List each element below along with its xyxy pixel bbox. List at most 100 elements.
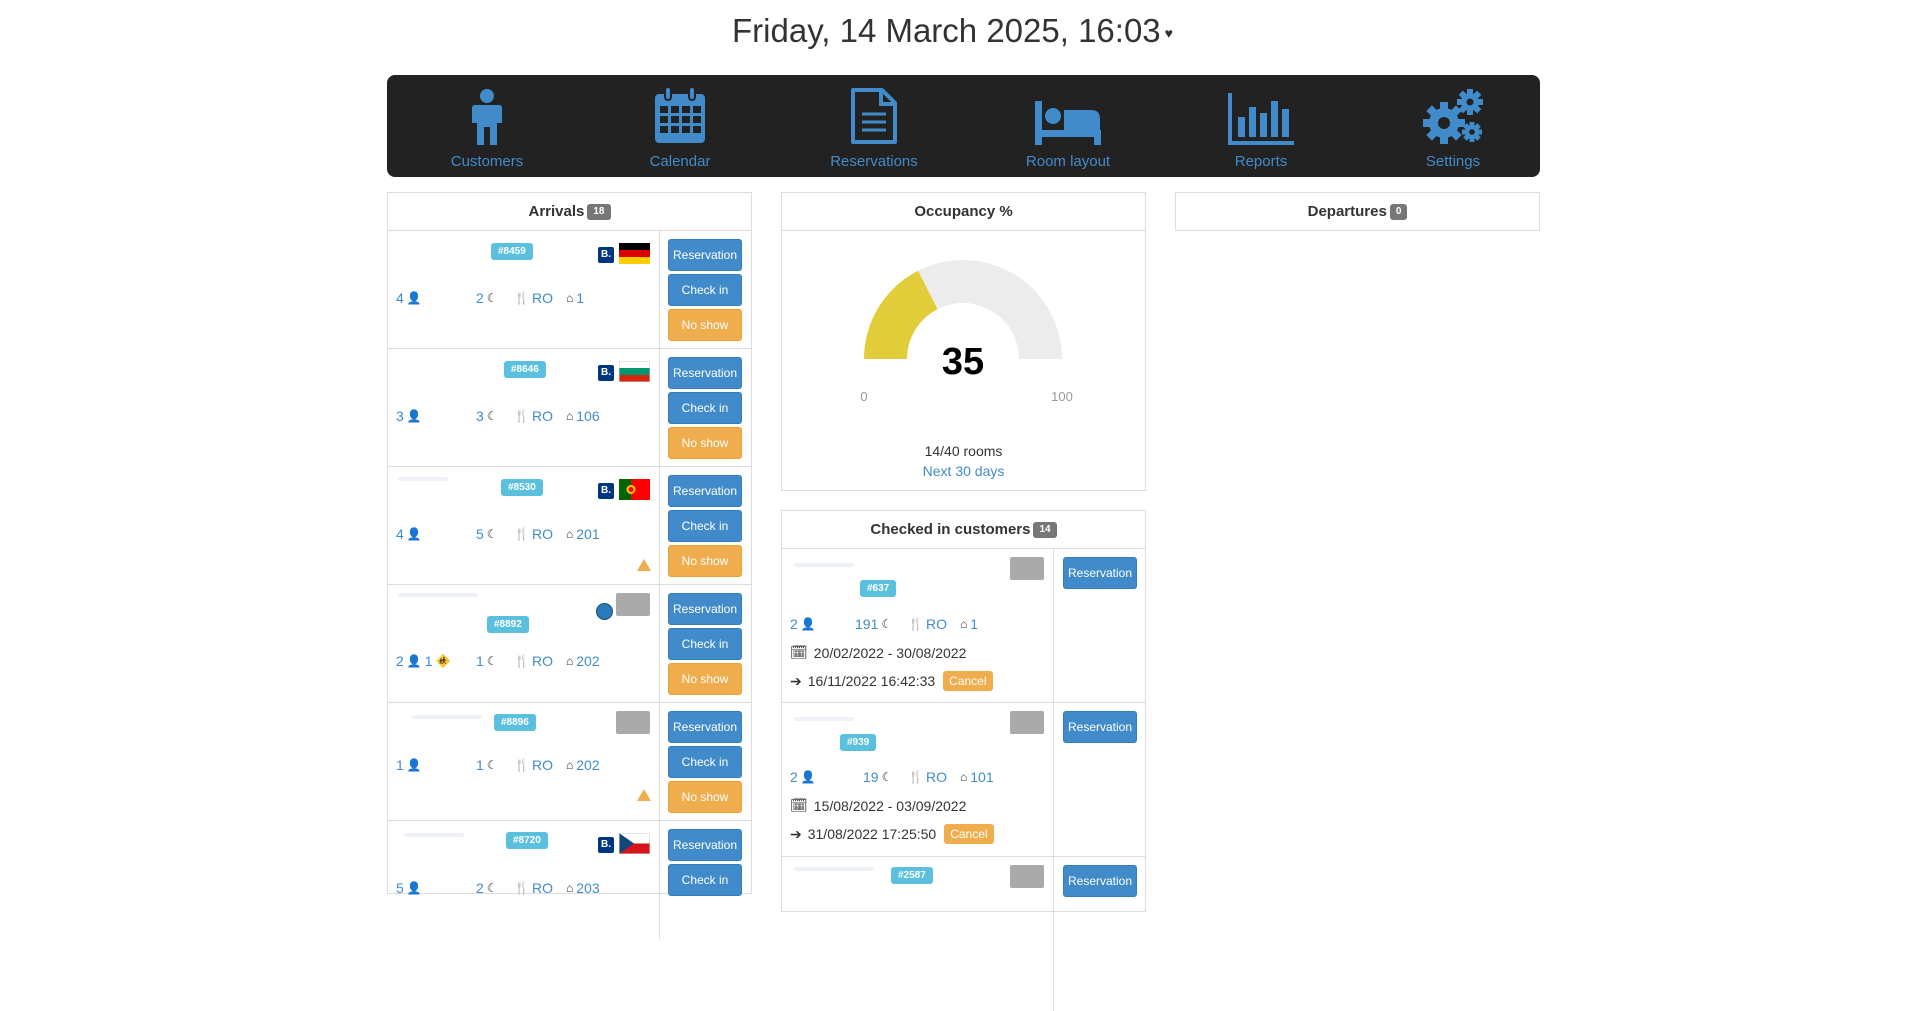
checked-in-row: #2587 Reservation	[782, 856, 1145, 1011]
reservation-id-badge[interactable]: #939	[840, 734, 877, 751]
reservation-id-badge[interactable]: #637	[860, 580, 897, 597]
nav-reports[interactable]: Reports	[1181, 83, 1341, 170]
check-in-button[interactable]: Check in	[668, 510, 742, 542]
nav-room-layout[interactable]: Room layout	[988, 83, 1148, 170]
guest-count: 5 👤	[396, 880, 422, 896]
room-number: ⌂ 106	[566, 408, 600, 424]
person-icon	[407, 83, 567, 145]
reservation-id-badge[interactable]: #8646	[504, 361, 546, 378]
room-number: ⌂ 202	[566, 757, 600, 773]
room-value: 202	[576, 653, 600, 669]
person-icon: 👤	[406, 527, 422, 541]
check-in-button[interactable]: Check in	[668, 746, 742, 778]
nights-value: 191	[855, 616, 879, 632]
arrival-row: #8530 B. 4 👤 5 ☾ 🍴 RO ⌂ 201 Reservation Chec…	[388, 466, 751, 585]
germany-flag-icon	[619, 243, 650, 264]
document-icon	[794, 83, 954, 145]
home-icon: ⌂	[566, 758, 574, 772]
no-show-button[interactable]: No show	[668, 545, 742, 577]
no-show-button[interactable]: No show	[668, 781, 742, 813]
cutlery-icon: 🍴	[514, 291, 529, 305]
flag-placeholder	[1010, 711, 1044, 734]
reservation-id-badge[interactable]: #2587	[891, 867, 933, 884]
nights-count: 2 ☾	[476, 290, 498, 306]
reservation-button[interactable]: Reservation	[668, 475, 742, 507]
nav-reservations[interactable]: Reservations	[794, 83, 954, 170]
guest-count: 2 👤 1 🚸	[396, 653, 451, 669]
no-show-button[interactable]: No show	[668, 427, 742, 459]
reservation-button[interactable]: Reservation	[1063, 865, 1137, 897]
reservation-button[interactable]: Reservation	[668, 239, 742, 271]
reservation-id-badge[interactable]: #8459	[491, 243, 533, 260]
reservation-button[interactable]: Reservation	[668, 357, 742, 389]
arrival-info: #8892 2 👤 1 🚸 1 ☾ 🍴 RO ⌂ 202	[388, 585, 660, 703]
cancel-checkin-button[interactable]: Cancel	[943, 671, 993, 691]
moon-icon: ☾	[486, 527, 498, 541]
nights-count: 5 ☾	[476, 526, 498, 542]
board-type: 🍴 RO	[514, 880, 553, 896]
flag-placeholder	[1010, 557, 1044, 580]
nights-value: 19	[863, 769, 879, 785]
room-value: 1	[970, 616, 979, 632]
reservation-button[interactable]: Reservation	[668, 829, 742, 861]
board-type: 🍴 RO	[908, 769, 947, 785]
arrivals-header: Arrivals 18	[388, 193, 751, 231]
moon-icon: ☾	[486, 758, 498, 772]
check-in-button[interactable]: Check in	[668, 628, 742, 660]
cancel-checkin-button[interactable]: Cancel	[944, 824, 994, 844]
no-show-button[interactable]: No show	[668, 663, 742, 695]
room-number: ⌂ 101	[960, 769, 994, 785]
departures-title: Departures	[1307, 203, 1387, 220]
reservation-id-badge[interactable]: #8530	[501, 479, 543, 496]
arrival-info: #8646 B. 3 👤 3 ☾ 🍴 RO ⌂ 106	[388, 349, 660, 467]
check-in-button[interactable]: Check in	[668, 274, 742, 306]
person-icon: 👤	[406, 291, 422, 305]
guest-name-blurred	[794, 563, 854, 567]
reservation-button[interactable]: Reservation	[668, 711, 742, 743]
guest-count: 2 👤	[790, 769, 816, 785]
warning-icon[interactable]	[637, 559, 651, 571]
nav-label: Room layout	[1025, 153, 1111, 170]
person-icon: 👤	[406, 881, 422, 895]
reservation-button[interactable]: Reservation	[668, 593, 742, 625]
no-show-button[interactable]: No show	[668, 309, 742, 341]
check-in-button[interactable]: Check in	[668, 864, 742, 896]
check-in-button[interactable]: Check in	[668, 392, 742, 424]
gauge-min-label: 0	[860, 389, 867, 404]
nights-value: 2	[476, 290, 484, 306]
reservation-id-badge[interactable]: #8892	[487, 616, 529, 633]
board-value: RO	[925, 769, 947, 785]
guest-name-blurred	[398, 593, 478, 597]
moon-icon: ☾	[881, 617, 893, 631]
reservation-button[interactable]: Reservation	[1063, 557, 1137, 589]
guest-name-blurred	[404, 833, 464, 837]
moon-icon: ☾	[881, 770, 893, 784]
nights-count: 19 ☾	[863, 769, 892, 785]
cogs-icon	[1373, 83, 1533, 145]
booking-source-icon: B.	[598, 247, 614, 263]
guest-count-value: 2	[396, 653, 404, 669]
reservation-id-badge[interactable]: #8720	[506, 832, 548, 849]
cutlery-icon: 🍴	[514, 654, 529, 668]
gauge-fill	[864, 270, 938, 359]
nav-settings[interactable]: Settings	[1373, 83, 1533, 170]
bar-chart-icon	[1181, 83, 1341, 145]
current-datetime[interactable]: Friday, 14 March 2025, 16:03 ♥	[0, 12, 1905, 50]
warning-icon[interactable]	[637, 789, 651, 801]
room-number: ⌂ 1	[960, 616, 978, 632]
nights-value: 3	[476, 408, 484, 424]
departures-panel: Departures 0	[1175, 192, 1540, 231]
guest-count: 3 👤	[396, 408, 422, 424]
calendar-icon: 🗓	[790, 644, 808, 660]
board-value: RO	[531, 880, 553, 896]
nav-customers[interactable]: Customers	[407, 83, 567, 170]
reservation-id-badge[interactable]: #8896	[494, 714, 536, 731]
occupancy-period-link[interactable]: Next 30 days	[922, 463, 1005, 479]
occupancy-header: Occupancy %	[782, 193, 1145, 231]
nav-calendar[interactable]: Calendar	[600, 83, 760, 170]
arrival-row: #8459 B. 4 👤 2 ☾ 🍴 RO ⌂ 1 Reservation Check …	[388, 230, 751, 349]
reservation-button[interactable]: Reservation	[1063, 711, 1137, 743]
guest-count-value: 2	[790, 616, 798, 632]
globe-icon	[596, 603, 613, 620]
guest-count-value: 5	[396, 880, 404, 896]
